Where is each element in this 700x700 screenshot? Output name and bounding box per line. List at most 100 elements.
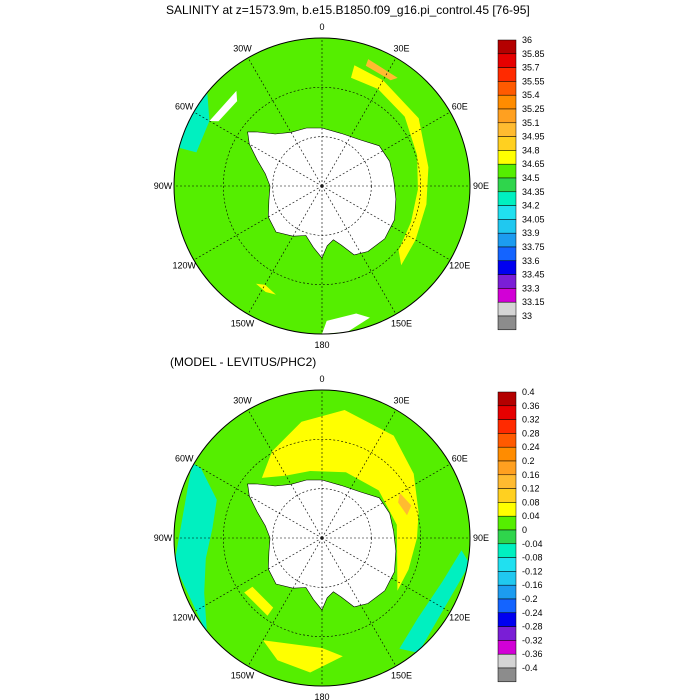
longitude-label: 30E [393,395,409,405]
colorbar-swatch [497,667,517,683]
colorbar-label: 34.05 [522,214,545,224]
colorbar-swatch [497,405,517,420]
colorbar-swatch [497,626,517,641]
longitude-label: 60E [452,454,468,464]
longitude-label: 120W [173,261,197,271]
colorbar-label: 33.9 [522,228,540,238]
longitude-label: 90E [473,181,489,191]
colorbar-label: -0.24 [522,608,543,618]
colorbar-label: -0.04 [522,539,543,549]
colorbar-label: -0.2 [522,594,538,604]
longitude-label: 120E [449,261,470,271]
colorbar-swatch [497,543,517,558]
colorbar-label: -0.16 [522,580,543,590]
colorbar-label: 0.4 [522,387,535,397]
meridian-line [321,463,451,539]
colorbar-label: 35.1 [522,118,540,128]
colorbar-label: 34.95 [522,132,545,142]
colorbar-swatch [497,557,517,572]
panel-title-difference: (MODEL - LEVITUS/PHC2) [170,355,317,369]
meridian-line [321,185,397,315]
colorbar-swatch [497,391,517,407]
colorbar-swatch [497,67,517,82]
colorbar-swatch [497,177,517,193]
colorbar-swatch [497,571,517,586]
colorbar-swatch [497,433,517,448]
longitude-label: 90W [154,181,173,191]
meridian-line [321,57,397,187]
longitude-label: 30W [233,395,252,405]
colorbar-label: 33.75 [522,242,545,252]
longitude-label: 150W [231,671,255,681]
meridian-line [247,57,323,187]
longitude-label: 150E [391,319,412,329]
meridian-line [247,185,323,315]
colorbar-label: 34.2 [522,201,540,211]
colorbar-label: 34.65 [522,159,545,169]
colorbar-label: 33.6 [522,256,540,266]
longitude-label: 90E [473,533,489,543]
colorbar-label: 0 [522,525,527,535]
colorbar-swatch [497,653,517,669]
colorbar-swatch [497,191,517,206]
colorbar-label: -0.4 [522,663,538,673]
colorbar-swatch [497,598,517,614]
colorbar-swatch [497,108,517,124]
orange-patch [365,59,398,81]
latitude-circle [223,87,421,285]
map-border [173,389,471,687]
colorbar-label: -0.32 [522,635,543,645]
high-salinity-band [351,65,429,266]
colorbar-swatch [497,260,517,275]
colorbar-swatch [497,446,517,462]
longitude-label: 0 [319,374,324,384]
colorbar-swatch [497,232,517,248]
antarctica-continent [247,127,397,259]
colorbar-label: 33.45 [522,270,545,280]
meridian-line [193,463,323,539]
colorbar-label: 0.32 [522,415,540,425]
colorbar-label: 35.7 [522,63,540,73]
colorbar-label: 0.12 [522,484,540,494]
colorbar-label: 0.04 [522,511,540,521]
colorbar-label: 34.5 [522,173,540,183]
land-region [209,90,238,122]
meridian-line [247,409,323,539]
meridian-line [321,409,397,539]
colorbar-swatch [497,81,517,96]
meridian-line [321,185,451,261]
colorbar-swatch [497,515,517,531]
colorbar-swatch [497,502,517,517]
colorbar-swatch [497,301,517,317]
colorbar-label: 0.24 [522,442,540,452]
colorbar-label: 33.15 [522,297,545,307]
colorbar-label: -0.12 [522,566,543,576]
colorbar-swatch [497,640,517,655]
colorbar-label: -0.28 [522,622,543,632]
colorbar-label: 34.8 [522,145,540,155]
orange-patch [398,493,412,516]
meridian-line [193,537,323,613]
colorbar-label: 35.25 [522,104,545,114]
colorbar-label: -0.08 [522,553,543,563]
colorbar-label: 33.3 [522,283,540,293]
positive-anomaly-region [244,586,274,616]
meridian-line [321,537,397,667]
meridian-line [193,111,323,187]
longitude-label: 180 [314,340,329,348]
positive-anomaly-region [263,640,343,673]
colorbar-label: -0.36 [522,649,543,659]
colorbar-swatch [497,163,517,179]
colorbar-label: 34.35 [522,187,545,197]
colorbar-swatch [497,274,517,289]
colorbar-label: 35.85 [522,49,545,59]
colorbar-label: 0.2 [522,456,535,466]
panel-title-salinity: SALINITY at z=1573.9m, b.e15.B1850.f09_g… [166,3,530,17]
colorbar-swatch [497,53,517,68]
colorbar-label: 33 [522,311,532,321]
colorbar-label: 35.4 [522,90,540,100]
longitude-label: 150E [391,671,412,681]
colorbar-label: 0.36 [522,401,540,411]
colorbar-swatch [497,246,517,262]
colorbar-swatch [497,315,517,331]
